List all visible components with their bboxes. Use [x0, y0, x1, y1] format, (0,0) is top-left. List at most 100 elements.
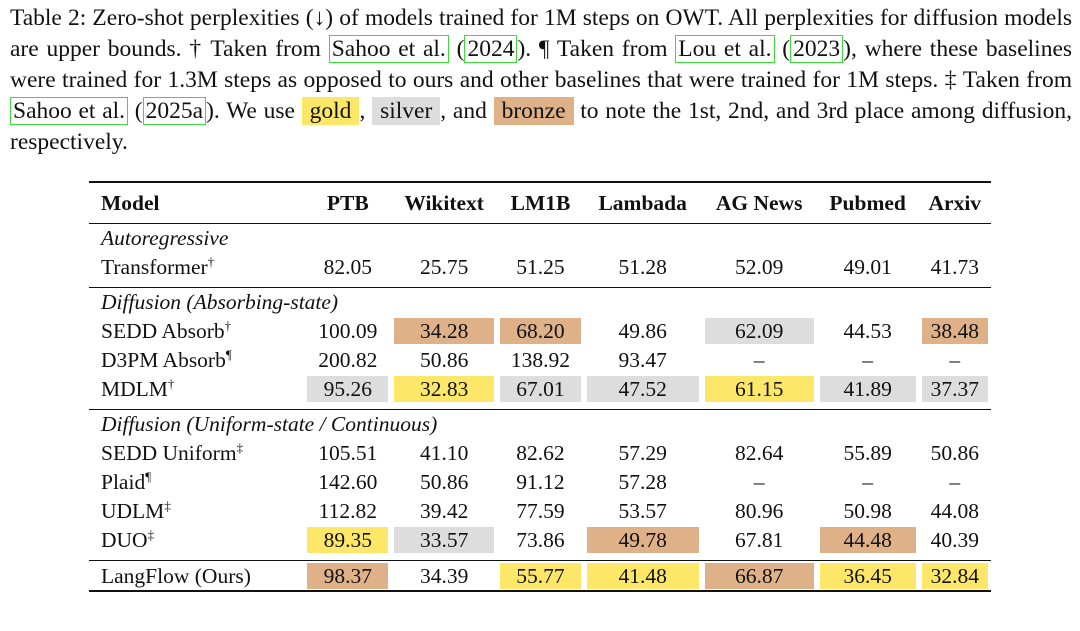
- value: 112.82: [318, 498, 377, 523]
- header-pubmed: Pubmed: [829, 191, 906, 215]
- value-bronze: 68.20: [500, 317, 581, 344]
- citation-link-sahoo-2025a-year[interactable]: 2025a: [142, 97, 207, 125]
- model-name-cell: UDLM‡: [89, 496, 304, 525]
- citation-link-sahoo-2024-author[interactable]: Sahoo et al.: [328, 35, 449, 63]
- value-gold: 41.48: [586, 562, 699, 589]
- value: 51.28: [618, 254, 667, 279]
- value: –: [862, 347, 874, 372]
- value: 55.89: [843, 440, 892, 465]
- value-silver: 47.52: [586, 375, 699, 402]
- value: 100.09: [318, 318, 378, 343]
- value: 200.82: [318, 347, 378, 372]
- source-footnote-mark: †: [167, 375, 175, 391]
- value-cell: 49.78: [584, 525, 702, 554]
- value-cell: 51.28: [584, 252, 702, 281]
- model-name: Transformer: [101, 254, 208, 279]
- value-cell: 80.96: [702, 496, 817, 525]
- group-title: Diffusion (Absorbing-state): [101, 290, 339, 314]
- value: –: [753, 347, 765, 372]
- source-footnote-mark: ¶: [145, 468, 152, 484]
- caption-text: , and: [440, 98, 494, 124]
- source-footnote-mark: †: [224, 317, 232, 333]
- value-cell: 82.05: [304, 252, 391, 281]
- value-cell: 105.51: [304, 438, 391, 467]
- value-cell: 51.25: [497, 252, 584, 281]
- group-title-row: Diffusion (Uniform-state / Continuous): [89, 409, 991, 439]
- table-body: Autoregressive Transformer† 82.05 25.75 51.2…: [89, 223, 991, 592]
- value: 50.86: [419, 347, 469, 372]
- value-gold: 55.77: [500, 562, 581, 589]
- value-cell: 36.45: [817, 561, 919, 592]
- value-cell: 93.47: [584, 345, 702, 374]
- value: 82.62: [516, 440, 565, 465]
- value-cell: –: [702, 345, 817, 374]
- table-row: Plaid¶ 142.60 50.86 91.12 57.28 – – –: [89, 467, 991, 496]
- value: 25.75: [419, 254, 469, 279]
- value-cell: 41.73: [919, 252, 991, 281]
- value-cell: 73.86: [497, 525, 584, 554]
- value-cell: 55.89: [817, 438, 919, 467]
- value-cell: 200.82: [304, 345, 391, 374]
- value-cell: 68.20: [497, 316, 584, 345]
- header-wikitext: Wikitext: [404, 191, 484, 215]
- header-ag-news: AG News: [715, 191, 803, 215]
- value-cell: 55.77: [497, 561, 584, 592]
- value-cell: 82.62: [497, 438, 584, 467]
- value-cell: 53.57: [584, 496, 702, 525]
- model-name-cell: D3PM Absorb¶: [89, 345, 304, 374]
- caption-text: (: [128, 98, 143, 124]
- value-cell: 57.28: [584, 467, 702, 496]
- value-silver: 41.89: [819, 375, 916, 402]
- citation-link-sahoo-2025a-author[interactable]: Sahoo et al.: [10, 97, 129, 125]
- value-cell: 50.86: [391, 467, 497, 496]
- source-footnote-mark: ‡: [164, 497, 171, 513]
- table-row: MDLM† 95.26 32.83 67.01 47.52 61.15 41.89 37.37: [89, 374, 991, 403]
- value-silver: 62.09: [704, 317, 814, 344]
- table-row: LangFlow (Ours) 98.37 34.39 55.77 41.48 66.87…: [89, 560, 991, 592]
- value: 49.86: [618, 318, 667, 343]
- value-cell: 38.48: [919, 316, 991, 345]
- value: 93.47: [618, 347, 667, 372]
- value-cell: 98.37: [304, 561, 391, 592]
- model-name: MDLM: [101, 376, 168, 401]
- value: 80.96: [734, 498, 784, 523]
- table-row: UDLM‡ 112.82 39.42 77.59 53.57 80.96 50.98 44.0…: [89, 496, 991, 525]
- value: –: [949, 469, 961, 494]
- value-gold: 61.15: [704, 375, 814, 402]
- header-lambada: Lambada: [598, 191, 687, 215]
- caption-text: (: [774, 36, 791, 62]
- header-lm1b: LM1B: [510, 191, 571, 215]
- value: 44.53: [843, 318, 892, 343]
- value-cell: 49.86: [584, 316, 702, 345]
- value: 82.05: [323, 254, 372, 279]
- perplexity-table: Model PTB Wikitext LM1B Lambada AG News …: [89, 181, 991, 592]
- table-row: SEDD Absorb† 100.09 34.28 68.20 49.86 62.09 44…: [89, 316, 991, 345]
- value-cell: 82.64: [702, 438, 817, 467]
- value: 44.08: [930, 498, 979, 523]
- citation-link-sahoo-2024-year[interactable]: 2024: [464, 35, 518, 63]
- value-cell: 37.37: [919, 374, 991, 403]
- citation-link-lou-2023-author[interactable]: Lou et al.: [675, 35, 775, 63]
- value: –: [753, 469, 765, 494]
- value-bronze: 66.87: [704, 562, 814, 589]
- value-cell: 41.10: [391, 438, 497, 467]
- value-cell: 44.48: [817, 525, 919, 554]
- value-silver: 95.26: [307, 375, 389, 402]
- value-cell: 100.09: [304, 316, 391, 345]
- value: 73.86: [516, 527, 565, 552]
- value-bronze: 38.48: [921, 317, 988, 344]
- legend-gold-swatch: gold: [301, 97, 360, 125]
- model-name: DUO: [101, 527, 148, 552]
- value-cell: 142.60: [304, 467, 391, 496]
- value-cell: 52.09: [702, 252, 817, 281]
- value-bronze: 44.48: [819, 526, 916, 553]
- value-silver: 37.37: [921, 375, 988, 402]
- value-cell: 34.28: [391, 316, 497, 345]
- citation-link-lou-2023-year[interactable]: 2023: [790, 35, 844, 63]
- value-gold: 32.83: [394, 375, 495, 402]
- header-ptb: PTB: [326, 191, 369, 215]
- value: 50.86: [419, 469, 469, 494]
- table-header-row: Model PTB Wikitext LM1B Lambada AG News …: [89, 182, 991, 224]
- value: 77.59: [516, 498, 565, 523]
- table-row: DUO‡ 89.35 33.57 73.86 49.78 67.81 44.48 40.39: [89, 525, 991, 554]
